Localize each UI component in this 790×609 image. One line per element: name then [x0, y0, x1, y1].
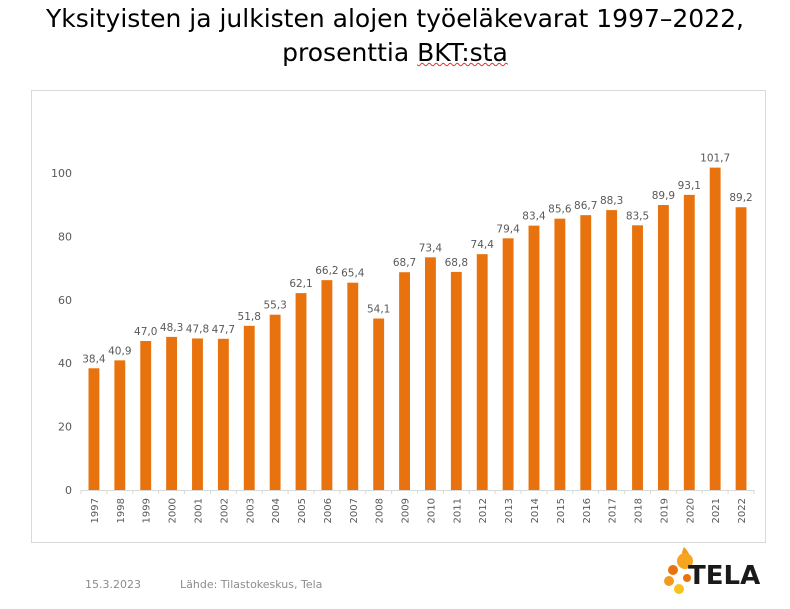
bar [373, 318, 385, 490]
bar [709, 167, 721, 490]
data-label: 38,4 [82, 353, 106, 365]
bar [295, 293, 307, 490]
y-tick-label: 60 [58, 294, 72, 307]
bar [192, 338, 203, 490]
data-label: 48,3 [160, 322, 183, 334]
y-tick-label: 40 [58, 357, 72, 370]
data-label: 51,8 [238, 311, 261, 323]
data-label: 68,8 [445, 257, 468, 269]
bar [217, 338, 229, 490]
x-tick-label: 2018 [634, 498, 645, 523]
data-label: 55,3 [263, 300, 286, 312]
data-label: 54,1 [367, 304, 390, 316]
data-label: 66,2 [315, 265, 338, 277]
bar [243, 325, 255, 490]
bar [476, 254, 488, 490]
bar [88, 368, 100, 490]
x-tick-label: 2008 [375, 498, 386, 523]
title-line-2-marked: BKT:sta [417, 38, 508, 67]
x-tick-label: 1997 [90, 498, 101, 523]
bar [683, 194, 695, 491]
bar [450, 271, 462, 490]
x-tick-label: 2017 [608, 498, 619, 523]
x-tick-label: 2009 [401, 498, 412, 523]
x-tick-label: 2013 [504, 498, 515, 523]
data-label: 89,9 [652, 190, 675, 202]
bar-chart: 0 20 40 60 80 100 38,4 1997 40,9 1998 47,0 1999 48,3… [51, 153, 755, 523]
data-label: 83,5 [626, 210, 649, 222]
y-tick-label: 20 [58, 421, 72, 434]
data-label: 89,2 [729, 192, 752, 204]
footer-source: Lähde: Tilastokeskus, Tela [180, 578, 323, 591]
y-tick-label: 80 [58, 230, 72, 243]
tela-flame-logo-icon [664, 547, 693, 594]
x-tick-label: 2002 [219, 498, 230, 523]
x-tick-label: 2000 [168, 498, 179, 523]
bar [269, 314, 281, 490]
bar [554, 218, 566, 490]
x-tick-label: 2016 [582, 498, 593, 523]
data-label: 47,8 [186, 323, 209, 335]
x-tick-label: 1998 [116, 498, 127, 523]
x-tick-label: 2012 [478, 498, 489, 523]
x-tick-label: 2006 [323, 498, 334, 523]
bar [321, 280, 333, 490]
x-tick-label: 2015 [556, 498, 567, 523]
data-label: 62,1 [289, 278, 312, 290]
bar [606, 210, 618, 490]
bar [632, 225, 643, 490]
title-line-1: Yksityisten ja julkisten alojen työeläke… [46, 4, 744, 33]
bar [657, 205, 669, 490]
title-line-2: prosenttia BKT:sta [0, 36, 790, 70]
data-label: 40,9 [108, 345, 131, 357]
bar [114, 360, 126, 490]
bar [502, 238, 514, 490]
logo-text: TELA [688, 561, 761, 591]
bar [580, 215, 592, 490]
x-tick-label: 2001 [193, 498, 204, 523]
x-tick-label: 2004 [271, 498, 282, 523]
data-label: 88,3 [600, 195, 623, 207]
data-label: 74,4 [471, 239, 495, 251]
footer-date: 15.3.2023 [85, 578, 141, 591]
x-tick-label: 2019 [659, 498, 670, 523]
bar [399, 272, 410, 490]
data-label: 73,4 [419, 242, 443, 254]
bar [166, 336, 178, 490]
data-label: 65,4 [341, 268, 365, 280]
y-tick-label: 100 [51, 167, 72, 180]
data-label: 85,6 [548, 204, 572, 216]
data-label: 47,0 [134, 326, 157, 338]
data-label: 83,4 [522, 211, 546, 223]
chart-frame: 0 20 40 60 80 100 38,4 1997 40,9 1998 47,0 1999 48,3… [31, 90, 766, 543]
data-label: 86,7 [574, 200, 597, 212]
data-label: 47,7 [212, 324, 235, 336]
title-line-2-prefix: prosenttia [282, 38, 418, 67]
data-label: 79,4 [496, 223, 520, 235]
data-label: 93,1 [678, 180, 701, 192]
x-tick-label: 1999 [142, 498, 153, 523]
x-tick-label: 2003 [245, 498, 256, 523]
x-tick-label: 2005 [297, 498, 308, 523]
tela-logo: TELA [660, 545, 770, 600]
bar [425, 257, 436, 490]
x-tick-label: 2007 [349, 498, 360, 523]
bar [528, 225, 540, 490]
bar [347, 282, 359, 490]
x-tick-label: 2014 [530, 498, 541, 523]
data-label: 101,7 [700, 153, 730, 165]
x-tick-label: 2020 [685, 498, 696, 523]
x-tick-label: 2021 [711, 498, 722, 523]
y-tick-label: 0 [65, 484, 72, 497]
bar [735, 207, 747, 490]
slide-title: Yksityisten ja julkisten alojen työeläke… [0, 2, 790, 70]
x-tick-label: 2010 [426, 498, 437, 523]
x-tick-label: 2011 [452, 498, 463, 523]
data-label: 68,7 [393, 257, 416, 269]
x-tick-label: 2022 [737, 498, 748, 523]
bar [140, 341, 152, 490]
